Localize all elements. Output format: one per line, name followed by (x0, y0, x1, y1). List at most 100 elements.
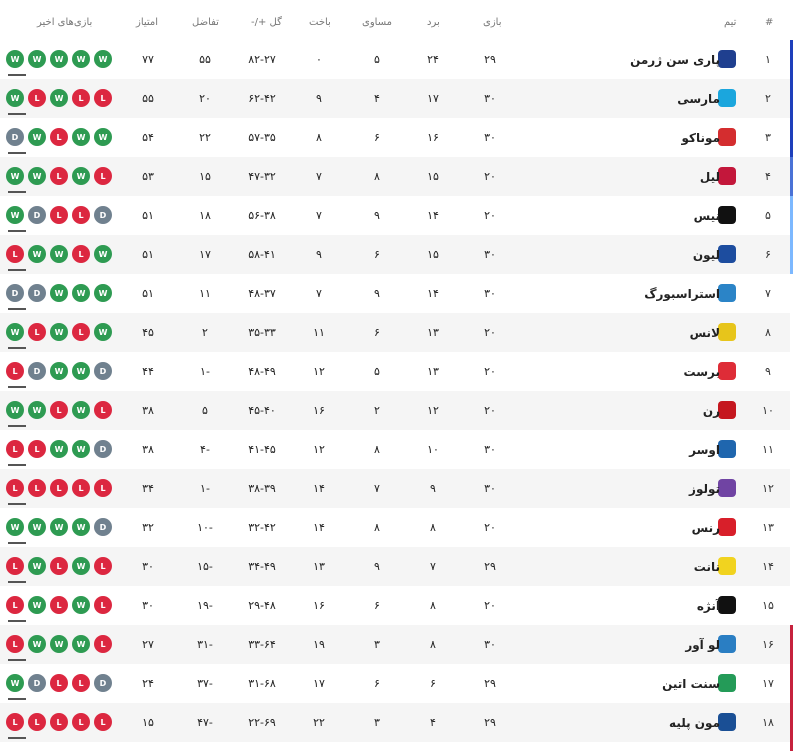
team-name[interactable]: لو آور (685, 638, 720, 652)
lost-cell: ۱۲ (313, 443, 325, 456)
form-badge: D (94, 362, 112, 380)
form-badge: W (6, 167, 24, 185)
team-name[interactable]: رن (702, 404, 720, 418)
table-row[interactable]: ۱۵ ۲۰ ۸ ۶ ۱۶ ۲۹-۴۸ -۱۹ ۳۰ آنژه L W L W L (0, 586, 790, 625)
team-name[interactable]: اوسر (689, 443, 720, 457)
lost-cell: ۱۹ (313, 638, 325, 651)
lost-cell: ۱۲ (313, 365, 325, 378)
table-row[interactable]: ۱۶ ۳۰ ۸ ۳ ۱۹ ۳۳-۶۴ -۳۱ ۲۷ لو آور L W W W L (0, 625, 790, 664)
form-underline (8, 620, 26, 622)
team-name[interactable]: رنس (691, 521, 720, 535)
table-row[interactable]: ۱ ۲۹ ۲۴ ۵ ۰ ۸۲-۲۷ ۵۵ ۷۷ پاری سن ژرمن W W W W W (0, 40, 790, 79)
table-row[interactable]: ۲ ۳۰ ۱۷ ۴ ۹ ۶۲-۴۲ ۲۰ ۵۵ مارسی W L W L L (0, 79, 790, 118)
form-badge: L (50, 167, 68, 185)
lost-cell: ۱۶ (313, 599, 325, 612)
won-cell: ۱۰ (427, 443, 439, 456)
form-badge: L (72, 323, 90, 341)
form-badge: L (50, 596, 68, 614)
played-cell: ۲۹ (484, 53, 496, 66)
pos-cell: ۵ (765, 209, 771, 222)
drawn-header: مساوی (362, 17, 392, 28)
won-header: برد (427, 17, 440, 28)
played-cell: ۲۰ (484, 521, 496, 534)
team-name[interactable]: لیل (699, 170, 720, 184)
table-row[interactable]: ۵ ۲۰ ۱۴ ۹ ۷ ۵۶-۳۸ ۱۸ ۵۱ نیس W D L L D (0, 196, 790, 235)
team-name[interactable]: برست (683, 365, 720, 379)
team-name[interactable]: مارسی (677, 92, 720, 106)
form-badge: W (72, 167, 90, 185)
form-badge: L (72, 89, 90, 107)
drawn-cell: ۲ (374, 404, 380, 417)
lost-cell: ۷ (316, 287, 322, 300)
team-name[interactable]: لانس (689, 326, 720, 340)
form-badge: W (28, 167, 46, 185)
team-name[interactable]: تولوز (689, 482, 720, 496)
diff-cell: -۱ (200, 482, 210, 495)
drawn-cell: ۵ (374, 365, 380, 378)
form-badge: D (28, 284, 46, 302)
pos-cell: ۴ (765, 170, 771, 183)
form-underline (8, 230, 26, 232)
pos-cell: ۱۵ (762, 599, 774, 612)
form-badge: W (94, 50, 112, 68)
table-row[interactable]: ۱۳ ۲۰ ۸ ۸ ۱۴ ۳۲-۴۲ -۱۰ ۳۲ رنس W W W W D (0, 508, 790, 547)
table-row[interactable]: ۷ ۳۰ ۱۴ ۹ ۷ ۴۸-۳۷ ۱۱ ۵۱ استراسبورگ D D W W W (0, 274, 790, 313)
form-underline (8, 737, 26, 739)
team-name[interactable]: نیس (693, 209, 720, 223)
played-cell: ۳۰ (484, 287, 496, 300)
goals-cell: ۳۲-۴۲ (248, 521, 276, 534)
team-crest-icon (718, 50, 736, 68)
form-badge: W (28, 50, 46, 68)
table-row[interactable]: ۱۸ ۲۹ ۴ ۳ ۲۲ ۲۲-۶۹ -۴۷ ۱۵ مون پلیه L L L L L (0, 703, 790, 742)
team-name[interactable]: مون پلیه (669, 716, 720, 730)
team-name[interactable]: موناکو (681, 131, 720, 145)
diff-cell: ۱۱ (199, 287, 211, 300)
form-badge: L (28, 323, 46, 341)
form-badge: L (94, 596, 112, 614)
table-row[interactable]: ۱۴ ۲۹ ۷ ۹ ۱۳ ۳۴-۴۹ -۱۵ ۳۰ نانت L W L W L (0, 547, 790, 586)
table-row[interactable]: ۸ ۲۰ ۱۳ ۶ ۱۱ ۳۵-۳۳ ۲ ۴۵ لانس W L W L W (0, 313, 790, 352)
points-cell: ۳۰ (142, 599, 154, 612)
team-name[interactable]: آنژه (696, 599, 720, 613)
diff-cell: -۱۵ (197, 560, 213, 573)
won-cell: ۹ (430, 482, 436, 495)
table-row[interactable]: ۹ ۲۰ ۱۳ ۵ ۱۲ ۴۸-۴۹ -۱ ۴۴ برست L D W W D (0, 352, 790, 391)
table-row[interactable]: ۱۱ ۳۰ ۱۰ ۸ ۱۲ ۴۱-۴۵ -۴ ۳۸ اوسر L L W W D (0, 430, 790, 469)
form-badge: D (28, 362, 46, 380)
lost-cell: ۱۶ (313, 404, 325, 417)
table-row[interactable]: ۶ ۳۰ ۱۵ ۶ ۹ ۵۸-۴۱ ۱۷ ۵۱ لیون L W W L W (0, 235, 790, 274)
form-badge: W (94, 284, 112, 302)
table-row[interactable]: ۱۷ ۲۹ ۶ ۶ ۱۷ ۳۱-۶۸ -۳۷ ۲۴ سنت اتین W D L L D (0, 664, 790, 703)
won-cell: ۱۴ (427, 287, 439, 300)
team-crest-icon (718, 362, 736, 380)
form-badge: L (28, 713, 46, 731)
team-name[interactable]: سنت اتین (662, 677, 720, 691)
team-crest-icon (718, 89, 736, 107)
points-cell: ۵۵ (142, 92, 154, 105)
form-badge: D (94, 440, 112, 458)
won-cell: ۱۳ (427, 326, 439, 339)
table-row[interactable]: ۳ ۳۰ ۱۶ ۶ ۸ ۵۷-۳۵ ۲۲ ۵۴ موناکو D W L W W (0, 118, 790, 157)
team-name[interactable]: لیون (692, 248, 720, 262)
form-underline (8, 425, 26, 427)
pos-cell: ۱۸ (762, 716, 774, 729)
form-badge: L (94, 479, 112, 497)
table-row[interactable]: ۱۲ ۳۰ ۹ ۷ ۱۴ ۳۸-۳۹ -۱ ۳۴ تولوز L L L L L (0, 469, 790, 508)
team-name[interactable]: استراسبورگ (644, 287, 720, 301)
drawn-cell: ۸ (374, 521, 380, 534)
form-badge: W (50, 50, 68, 68)
form-underline (8, 581, 26, 583)
team-name[interactable]: نانت (693, 560, 720, 574)
table-row[interactable]: ۱۰ ۲۰ ۱۲ ۲ ۱۶ ۴۵-۴۰ ۵ ۳۸ رن W W L W L (0, 391, 790, 430)
form-underline (8, 191, 26, 193)
drawn-cell: ۶ (374, 131, 380, 144)
form-badge: L (94, 167, 112, 185)
team-name[interactable]: پاری سن ژرمن (630, 53, 720, 67)
table-row[interactable]: ۴ ۲۰ ۱۵ ۸ ۷ ۴۷-۳۲ ۱۵ ۵۳ لیل W W L W L (0, 157, 790, 196)
pos-cell: ۱۴ (762, 560, 774, 573)
form-badge: W (6, 674, 24, 692)
played-cell: ۳۰ (484, 92, 496, 105)
